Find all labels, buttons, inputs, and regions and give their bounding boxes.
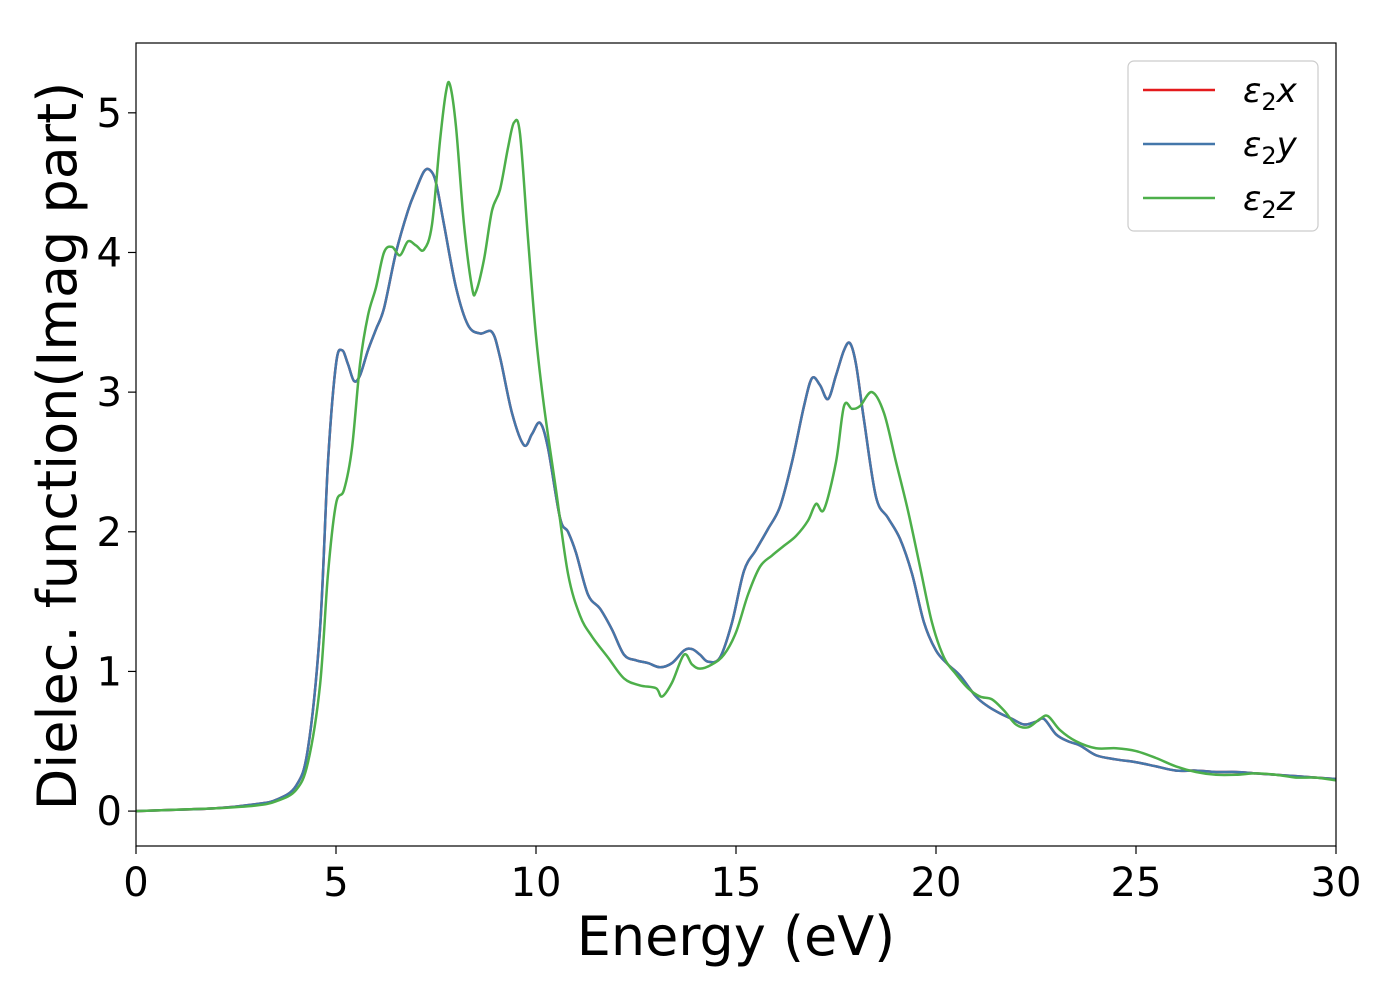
y-tick-label: 3 <box>97 370 122 416</box>
x-tick-label: 30 <box>1311 860 1362 906</box>
y-tick-label: 1 <box>97 649 122 695</box>
series-line-z <box>136 80 1336 813</box>
y-tick-label: 4 <box>97 230 122 276</box>
y-axis-label: Dielec. function(Imag part) <box>26 82 89 811</box>
y-tick-label: 5 <box>97 91 122 137</box>
x-tick-label: 15 <box>711 860 762 906</box>
legend-label-x: ε2x <box>1243 71 1298 116</box>
y-tick-label: 0 <box>97 789 122 835</box>
y-tick-label: 2 <box>97 510 122 556</box>
legend: ε2x ε2y ε2z <box>1127 60 1319 232</box>
x-tick-label: 25 <box>1111 860 1162 906</box>
x-axis-ticks: 0 5 10 15 20 25 30 <box>123 846 1361 906</box>
x-tick-label: 0 <box>123 860 148 906</box>
x-tick-label: 20 <box>911 860 962 906</box>
series-line-y <box>136 167 1336 813</box>
x-tick-label: 5 <box>323 860 348 906</box>
legend-label-z: ε2z <box>1243 179 1296 224</box>
legend-label-y: ε2y <box>1243 125 1298 170</box>
y-axis-ticks: 0 1 2 3 4 5 <box>97 91 136 835</box>
x-axis-label: Energy (eV) <box>577 905 896 968</box>
series-layer <box>136 80 1336 813</box>
x-tick-label: 10 <box>511 860 562 906</box>
legend-box <box>1127 60 1319 232</box>
legend-entries: ε2x ε2y ε2z <box>1143 71 1298 224</box>
